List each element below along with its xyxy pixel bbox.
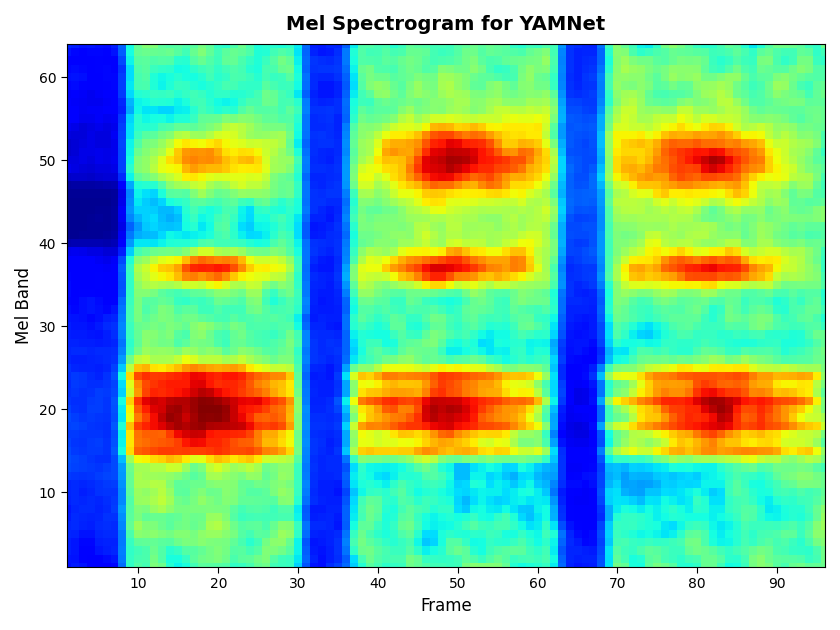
Title: Mel Spectrogram for YAMNet: Mel Spectrogram for YAMNet [286,15,606,34]
X-axis label: Frame: Frame [420,597,472,615]
Y-axis label: Mel Band: Mel Band [15,267,33,344]
